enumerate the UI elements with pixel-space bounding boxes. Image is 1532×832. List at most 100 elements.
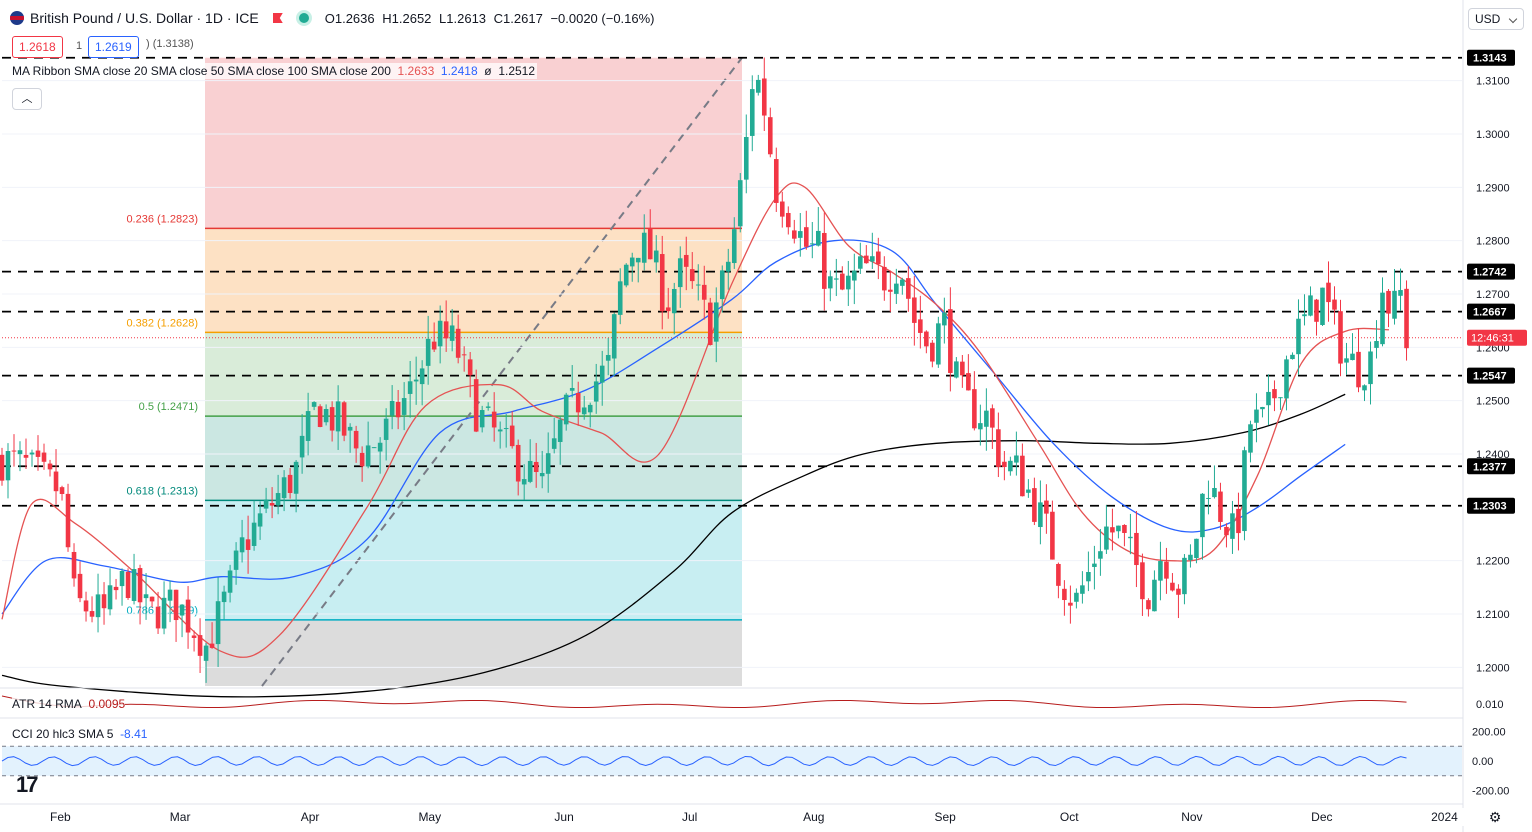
candle-body xyxy=(0,454,5,481)
candle-body xyxy=(1080,585,1085,594)
candle-body xyxy=(1074,592,1079,602)
level-price-tag xyxy=(1467,458,1515,475)
flag-icon[interactable] xyxy=(272,13,283,23)
price-tick-label: 1.2700 xyxy=(1476,289,1510,301)
candle-body xyxy=(575,393,581,413)
change-value: −0.0020 (−0.16%) xyxy=(550,10,655,26)
fib-level-label: 0.382 (1.2628) xyxy=(126,317,198,329)
candle-body xyxy=(671,288,677,314)
candle-body xyxy=(936,323,941,365)
candle-body xyxy=(990,408,995,428)
candle-body xyxy=(1404,288,1409,349)
candle-body xyxy=(125,571,131,599)
ma20-value: 1.2633 xyxy=(397,64,435,78)
candle-body xyxy=(1152,579,1157,612)
ma50-value: 1.2418 xyxy=(440,64,478,78)
candle-body xyxy=(587,404,593,413)
candle-body xyxy=(948,309,953,373)
candle-body xyxy=(347,426,353,431)
candle-body xyxy=(551,438,557,449)
candle-body xyxy=(810,243,815,245)
cci-band xyxy=(2,746,1462,776)
candle-body xyxy=(581,407,587,415)
candle-body xyxy=(419,368,425,385)
candle-body xyxy=(725,261,731,272)
candle-body xyxy=(653,250,659,263)
tradingview-logo[interactable]: 17 xyxy=(16,772,39,797)
candle-body xyxy=(1308,295,1313,316)
level-price-label: 1.2303 xyxy=(1473,501,1507,513)
candle-body xyxy=(527,460,533,482)
candle-body xyxy=(1296,318,1301,355)
candle-body xyxy=(1176,588,1181,595)
candle-body xyxy=(359,452,365,467)
candle-body xyxy=(569,387,575,391)
candle-body xyxy=(623,264,629,286)
candle-body xyxy=(401,398,407,415)
candle-body xyxy=(1338,311,1343,364)
candle-body xyxy=(65,493,71,548)
candle-body xyxy=(918,319,923,333)
fib-level-label: 0.5 (1.2471) xyxy=(139,401,198,413)
price-tick-label: 1.3000 xyxy=(1476,129,1510,141)
level-price-tag xyxy=(1467,497,1515,514)
currency-select[interactable]: USD xyxy=(1468,8,1524,30)
candle-body xyxy=(599,365,605,383)
time-tick-label: Sep xyxy=(934,810,956,824)
candle-body xyxy=(89,611,95,617)
candle-body xyxy=(485,406,491,408)
candle-body xyxy=(191,635,197,638)
fib-zone xyxy=(205,619,742,686)
candle-body xyxy=(491,411,497,428)
sell-button[interactable]: 1.2618 xyxy=(12,36,63,58)
candle-body xyxy=(1362,385,1367,391)
candle-body xyxy=(1014,455,1019,463)
candle-body xyxy=(233,550,239,570)
ma50-line xyxy=(1,239,1346,615)
symbol-title[interactable]: British Pound / U.S. Dollar · 1D · ICE xyxy=(30,10,259,26)
candle-body xyxy=(1302,314,1307,317)
cci-line xyxy=(1,755,1407,767)
ma-ribbon-legend[interactable]: MA Ribbon SMA close 20 SMA close 50 SMA … xyxy=(10,63,538,79)
candle-body xyxy=(1374,341,1379,348)
candle-body xyxy=(143,594,149,599)
candle-body xyxy=(461,354,467,356)
candle-body xyxy=(185,599,191,633)
atr-legend[interactable]: ATR 14 RMA 0.0095 xyxy=(12,697,126,711)
candle-body xyxy=(53,471,59,492)
price-axis-bg xyxy=(1463,0,1532,832)
time-tick-label: Jul xyxy=(682,810,697,824)
candle-body xyxy=(281,477,287,499)
level-price-tag xyxy=(1467,263,1515,280)
candle-body xyxy=(263,499,269,509)
candle-body xyxy=(251,522,257,546)
settings-icon[interactable]: ⚙ xyxy=(1489,810,1502,826)
market-status-icon[interactable] xyxy=(298,13,309,23)
candle-body xyxy=(275,493,281,506)
candle-body xyxy=(593,381,599,402)
candle-body xyxy=(695,284,701,286)
cci-legend[interactable]: CCI 20 hlc3 SMA 5 -8.41 xyxy=(12,727,148,741)
price-tick-label: 1.2000 xyxy=(1476,662,1510,674)
level-price-label: 1.2377 xyxy=(1473,461,1507,473)
level-price-tag xyxy=(1467,367,1515,384)
horizontal-levels[interactable] xyxy=(2,56,1462,507)
candle-body xyxy=(1272,389,1277,399)
candle-body xyxy=(1218,491,1223,522)
candle-body xyxy=(149,596,155,602)
price-tick-label: 1.2400 xyxy=(1476,449,1510,461)
candle-body xyxy=(1368,351,1373,385)
ma200-line xyxy=(1,393,1346,698)
candle-body xyxy=(701,284,707,300)
candle-body xyxy=(816,230,821,246)
candle-body xyxy=(1242,450,1247,532)
price-tick-label: 1.2100 xyxy=(1476,609,1510,621)
candle-body xyxy=(1332,299,1337,310)
spread-value: 1 xyxy=(76,40,83,52)
candle-body xyxy=(1398,290,1403,296)
candle-body xyxy=(912,297,917,323)
collapse-legend-button[interactable]: ︿ xyxy=(12,88,42,110)
candle-body xyxy=(497,429,503,432)
buy-button[interactable]: 1.2619 xyxy=(88,36,139,58)
